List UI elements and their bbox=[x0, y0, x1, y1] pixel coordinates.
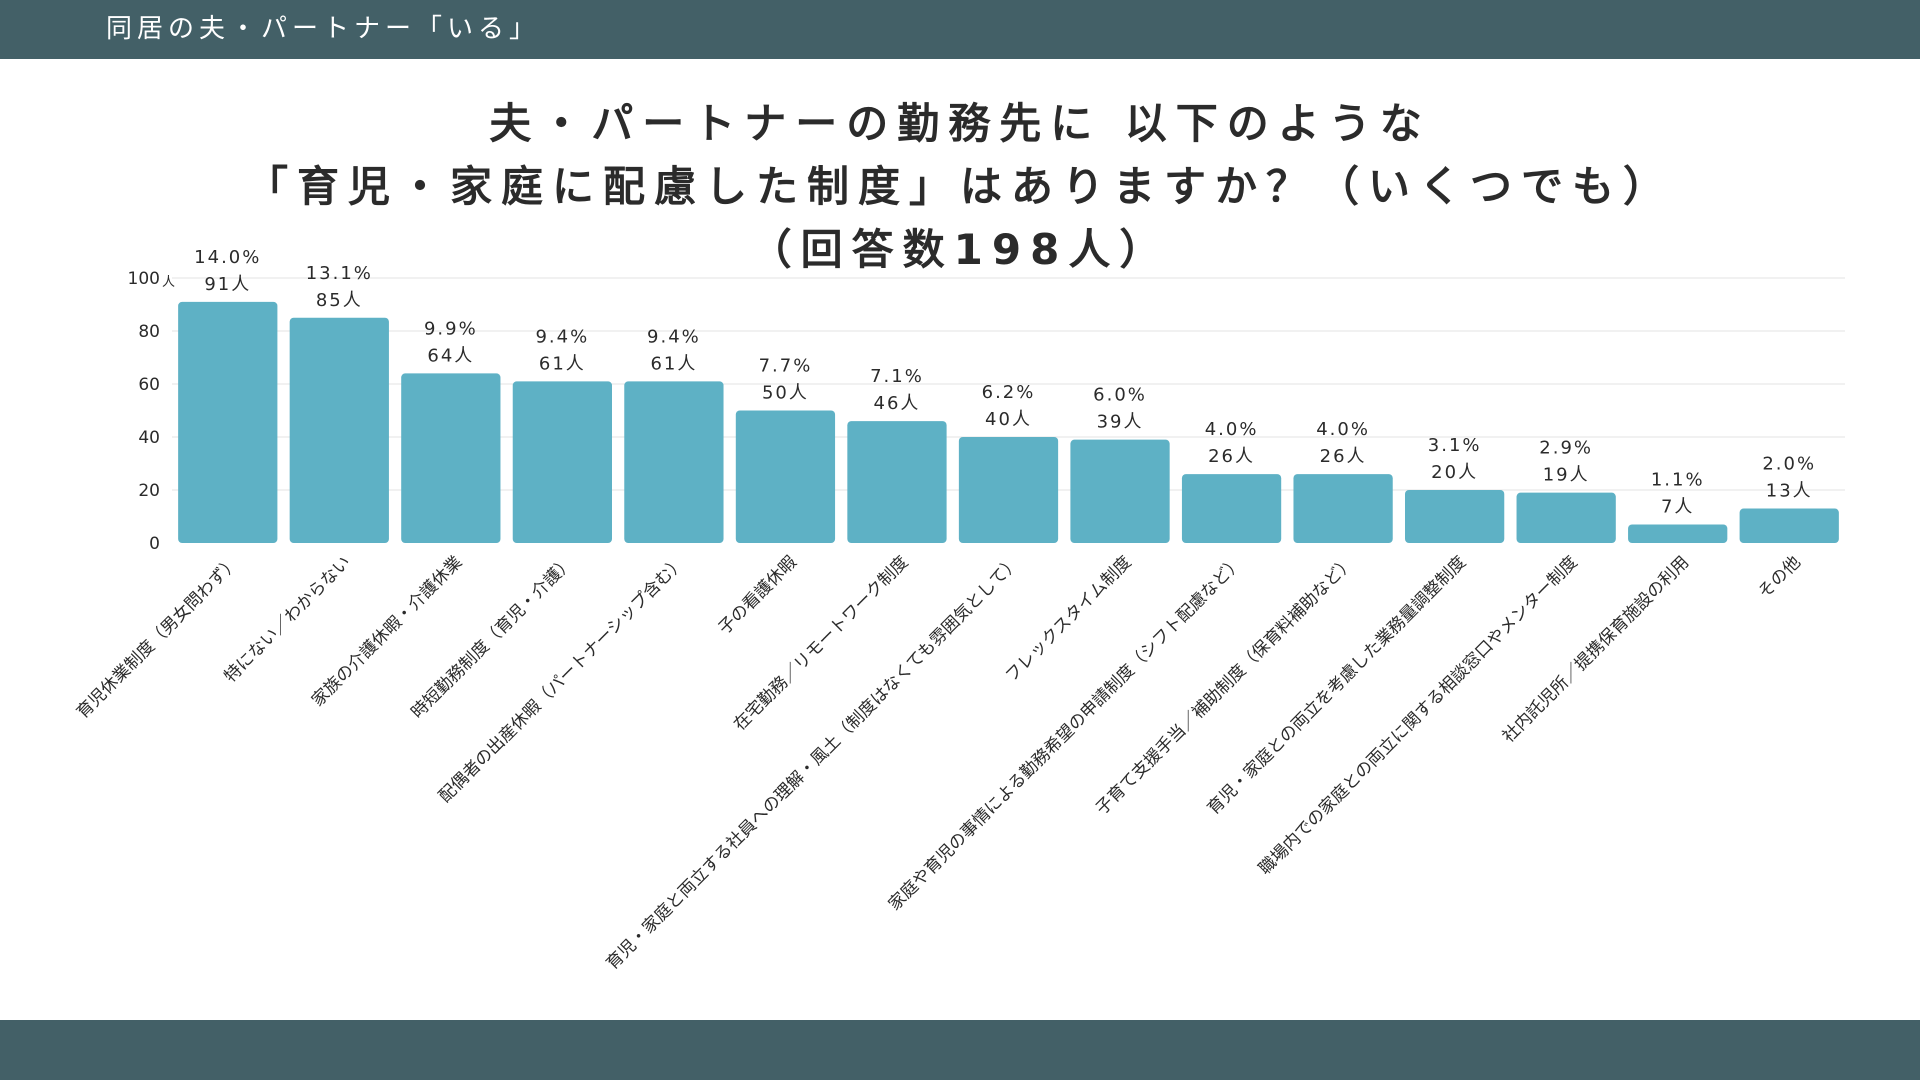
x-category-label: 子の看護休暇 bbox=[715, 552, 801, 638]
header-title: 同居の夫・パートナー「いる」 bbox=[106, 14, 541, 44]
bar bbox=[289, 317, 389, 543]
bar bbox=[1739, 508, 1839, 543]
x-category-label: 特にない／わからない bbox=[220, 552, 354, 686]
data-label-percent: 9.4% bbox=[535, 326, 589, 347]
bar bbox=[624, 381, 724, 543]
bar bbox=[512, 381, 612, 543]
data-label-count: 7人 bbox=[1661, 496, 1694, 517]
data-label-percent: 7.7% bbox=[759, 356, 813, 377]
y-tick-label: 100 bbox=[128, 269, 160, 289]
data-label-count: 91人 bbox=[204, 274, 251, 295]
data-label-count: 26人 bbox=[1320, 446, 1367, 467]
bar bbox=[178, 301, 278, 543]
bar bbox=[1070, 439, 1170, 543]
data-label-count: 85人 bbox=[316, 290, 363, 311]
bar bbox=[401, 373, 501, 543]
data-label-count: 20人 bbox=[1431, 462, 1478, 483]
bar bbox=[958, 437, 1059, 543]
chart-title: 夫・パートナーの勤務先に 以下のような 「育児・家庭に配慮した制度」はありますか… bbox=[0, 92, 1920, 281]
data-label-percent: 2.9% bbox=[1539, 438, 1593, 459]
y-axis-unit: 人 bbox=[162, 275, 175, 290]
data-label-count: 46人 bbox=[874, 393, 921, 414]
y-tick-label: 0 bbox=[149, 534, 160, 554]
data-label-percent: 14.0% bbox=[194, 247, 261, 268]
chart-title-line-3: （回答数198人） bbox=[749, 225, 1171, 274]
x-category-label: フレックスタイム制度 bbox=[1002, 552, 1136, 686]
data-label-count: 61人 bbox=[650, 353, 697, 374]
data-label-percent: 1.1% bbox=[1651, 469, 1705, 490]
bar bbox=[735, 410, 836, 543]
data-label-percent: 4.0% bbox=[1205, 419, 1259, 440]
y-tick-label: 80 bbox=[138, 322, 160, 342]
bar bbox=[1628, 524, 1728, 543]
x-category-label: 子育て支援手当／補助制度（保育料補助など） bbox=[1092, 552, 1359, 819]
x-category-label: 育児休業制度（男女問わず） bbox=[73, 552, 243, 722]
data-label-percent: 7.1% bbox=[870, 366, 924, 387]
header-bar: 同居の夫・パートナー「いる」 bbox=[0, 0, 1920, 59]
x-category-label: 配偶者の出産休暇（パートナーシップ含む） bbox=[435, 552, 689, 806]
bar bbox=[1181, 474, 1282, 543]
y-tick-label: 40 bbox=[138, 428, 160, 448]
data-label-count: 39人 bbox=[1097, 412, 1144, 433]
data-label-percent: 2.0% bbox=[1762, 454, 1816, 475]
x-category-label: 社内託児所／提携保育施設の利用 bbox=[1499, 552, 1693, 746]
bar bbox=[1516, 492, 1616, 543]
data-label-percent: 4.0% bbox=[1316, 419, 1370, 440]
data-label-count: 64人 bbox=[427, 345, 474, 366]
x-category-label: その他 bbox=[1755, 552, 1805, 602]
data-label-count: 19人 bbox=[1543, 465, 1590, 486]
chart-title-line-1: 夫・パートナーの勤務先に 以下のような bbox=[489, 99, 1431, 148]
data-label-percent: 9.4% bbox=[647, 326, 701, 347]
data-label-percent: 6.2% bbox=[982, 382, 1036, 403]
data-label-count: 61人 bbox=[539, 353, 586, 374]
y-tick-label: 60 bbox=[138, 375, 160, 395]
data-label-count: 40人 bbox=[985, 409, 1032, 430]
x-category-label: 育児・家庭との両立を考慮した業務量調整制度 bbox=[1204, 552, 1470, 818]
data-label-count: 13人 bbox=[1766, 481, 1813, 502]
bar bbox=[1293, 474, 1393, 543]
bar bbox=[847, 421, 947, 543]
chart-title-line-2: 「育児・家庭に配慮した制度」はありますか？（いくつでも） bbox=[245, 162, 1674, 211]
data-label-percent: 9.9% bbox=[424, 318, 478, 339]
data-label-percent: 6.0% bbox=[1093, 385, 1147, 406]
footer-bar bbox=[0, 1020, 1920, 1080]
y-tick-label: 20 bbox=[138, 481, 160, 501]
data-label-percent: 3.1% bbox=[1428, 435, 1482, 456]
data-label-count: 50人 bbox=[762, 383, 809, 404]
x-category-label: 在宅勤務／リモートワーク制度 bbox=[730, 552, 912, 734]
bar bbox=[1405, 490, 1505, 543]
data-label-count: 26人 bbox=[1208, 446, 1255, 467]
x-category-label: 育児・家庭と両立する社員への理解・風土（制度はなくても雰囲気として） bbox=[603, 552, 1025, 974]
data-label-percent: 13.1% bbox=[306, 263, 373, 284]
